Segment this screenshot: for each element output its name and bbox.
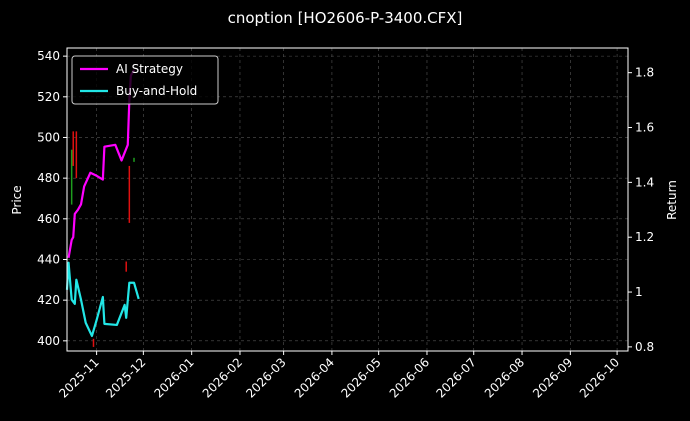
x-tick-label: 2026-09	[530, 355, 575, 400]
x-tick-label: 2025-11	[56, 355, 101, 400]
y2-tick-label: 1.8	[635, 66, 654, 80]
plot-frame	[66, 47, 629, 352]
series-line	[67, 69, 135, 258]
x-tick-label: 2026-06	[387, 355, 432, 400]
x-tick-label: 2026-10	[577, 355, 622, 400]
y-tick-label: 520	[37, 90, 60, 104]
series-line	[65, 261, 140, 338]
y2-tick-label: 1.2	[635, 230, 654, 244]
y-tick-label: 540	[37, 49, 60, 63]
y-tick-label: 480	[37, 171, 60, 185]
y-axis-label: Price	[10, 185, 24, 214]
x-tick-label: 2026-07	[433, 355, 478, 400]
x-tick-label: 2026-03	[243, 355, 288, 400]
x-tick-label: 2026-01	[151, 355, 196, 400]
x-tick-label: 2026-05	[338, 355, 383, 400]
y-tick-label: 500	[37, 130, 60, 144]
x-tick-label: 2026-08	[482, 355, 527, 400]
y2-tick-label: 1.4	[635, 175, 654, 189]
x-tick-label: 2026-02	[200, 355, 245, 400]
y-tick-label: 400	[37, 334, 60, 348]
y2-tick-label: 1.6	[635, 121, 654, 135]
legend-label: AI Strategy	[116, 62, 183, 76]
chart-title: cnoption [HO2606-P-3400.CFX]	[228, 9, 463, 27]
y-tick-label: 460	[37, 212, 60, 226]
y-tick-label: 440	[37, 252, 60, 266]
y-tick-label: 420	[37, 293, 60, 307]
x-tick-label: 2026-04	[292, 355, 337, 400]
legend-label: Buy-and-Hold	[116, 84, 197, 98]
y2-axis-label: Return	[665, 180, 679, 220]
legend-box	[71, 55, 219, 105]
y2-tick-label: 0.8	[635, 340, 654, 354]
y2-tick-label: 1	[635, 285, 643, 299]
x-tick-label: 2025-12	[103, 355, 148, 400]
